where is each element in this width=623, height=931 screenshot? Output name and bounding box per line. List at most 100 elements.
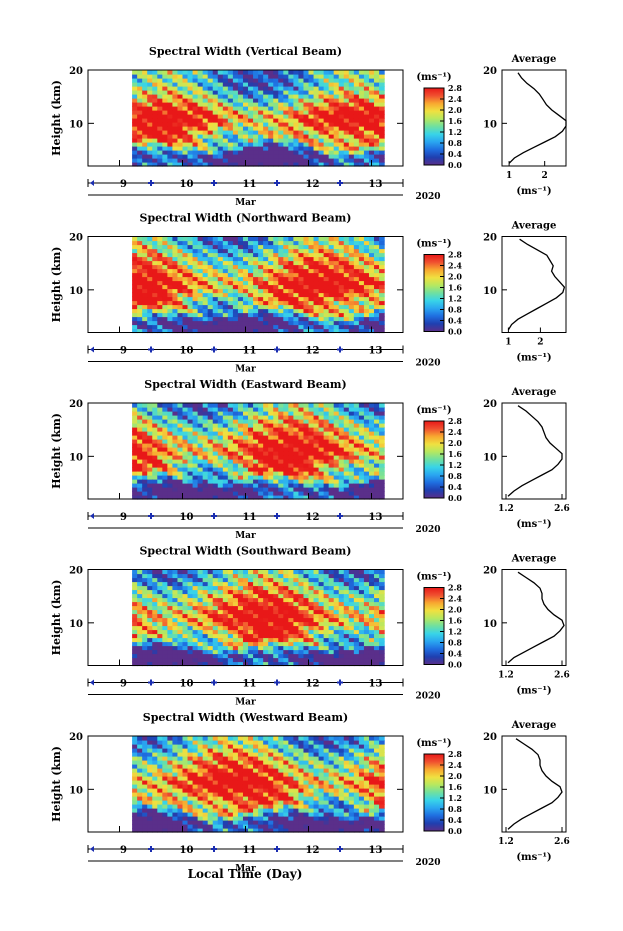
heatmap-cell [308,296,315,302]
heatmap-cell [368,585,375,591]
heatmap-cell [222,585,229,591]
heatmap-cell [358,328,365,334]
heatmap-cell [268,451,274,456]
heatmap-cell [202,641,209,647]
heatmap-cell [303,312,310,318]
heatmap-cell [157,126,163,131]
heatmap-cell [358,130,365,135]
heatmap-cell [187,122,194,127]
heatmap-cell [202,252,209,258]
heatmap-cell [374,491,380,496]
heatmap-cell [192,328,199,334]
heatmap-cell [358,645,365,651]
heatmap-cell [313,633,320,639]
heatmap-cell [147,90,153,95]
heatmap-cell [328,649,335,655]
heatmap-cell [202,625,209,631]
heatmap-cell [379,593,385,599]
heatmap-cell [293,126,300,131]
heatmap-cell [182,451,189,456]
heatmap-cell [192,585,199,591]
heatmap-cell [298,459,305,464]
heatmap-cell [263,613,269,619]
heatmap-cell [162,593,168,599]
heatmap-cell [333,292,340,298]
heatmap-cell [157,142,163,147]
heatmap-cell [368,280,375,286]
heatmap-cell [167,118,174,123]
heatmap-cell [162,320,168,326]
heatmap-cell [283,98,289,103]
heatmap-cell [152,268,158,274]
heatmap-cell [273,138,279,143]
heatmap-cell [212,248,219,254]
heatmap-cell [374,82,380,87]
heatmap-cell [263,443,269,448]
heatmap-cell [232,256,239,262]
heatmap-cell [152,256,158,262]
heatmap-cell [187,320,194,326]
heatmap-cell [202,439,209,444]
heatmap-cell [172,419,179,424]
heatmap-cell [242,593,249,599]
heatmap-cell [242,70,249,75]
heatmap-cell [167,142,174,147]
heatmap-cell [187,308,194,314]
heatmap-cell [333,487,340,492]
heatmap-cell [353,491,360,496]
heatmap-cell [132,260,138,266]
heatmap-cell [348,320,355,326]
heatmap-cell [308,585,315,591]
heatmap-cell [232,308,239,314]
heatmap-cell [348,581,355,587]
heatmap-cell [273,78,279,83]
heatmap-cell [328,407,335,412]
heatmap-cell [187,272,194,278]
heatmap-cell [313,106,320,111]
heatmap-cell [374,653,380,659]
x-tick-label: 9 [120,179,127,190]
heatmap-cell [374,593,380,599]
heatmap-cell [157,495,163,500]
heatmap-cell [263,419,269,424]
heatmap-cell [172,82,179,87]
heatmap-cell [192,130,199,135]
heatmap-cell [368,471,375,476]
heatmap-cell [157,154,163,159]
heatmap-cell [248,569,254,575]
heatmap-cell [278,443,284,448]
heatmap-cell [147,495,153,500]
heatmap-cell [232,70,239,75]
heatmap-cell [212,653,219,659]
heatmap-cell [273,585,279,591]
heatmap-cell [227,661,234,667]
heatmap-cell [212,601,219,607]
heatmap-cell [258,276,264,282]
heatmap-cell [268,312,274,318]
heatmap-cell [353,621,360,627]
heatmap-cell [177,613,184,619]
heatmap-cell [253,264,259,270]
heatmap-cell [132,447,138,452]
heatmap-cell [162,268,168,274]
heatmap-cell [152,657,158,663]
heatmap-cell [212,459,219,464]
heatmap-cell [187,86,194,91]
heatmap-cell [232,569,239,575]
heatmap-cell [293,142,300,147]
heatmap-cell [217,435,224,440]
heatmap-cell [318,637,325,643]
heatmap-cell [379,569,385,575]
heatmap-cell [303,70,310,75]
heatmap-cell [142,320,148,326]
heatmap-cell [162,106,168,111]
heatmap-cell [253,479,259,484]
heatmap-cell [313,447,320,452]
heatmap-cell [323,272,330,278]
heatmap-cell [227,268,234,274]
heatmap-cell [298,423,305,428]
heatmap-cell [283,272,289,278]
heatmap-cell [253,162,259,167]
heatmap-cell [172,495,179,500]
heatmap-cell [227,431,234,436]
